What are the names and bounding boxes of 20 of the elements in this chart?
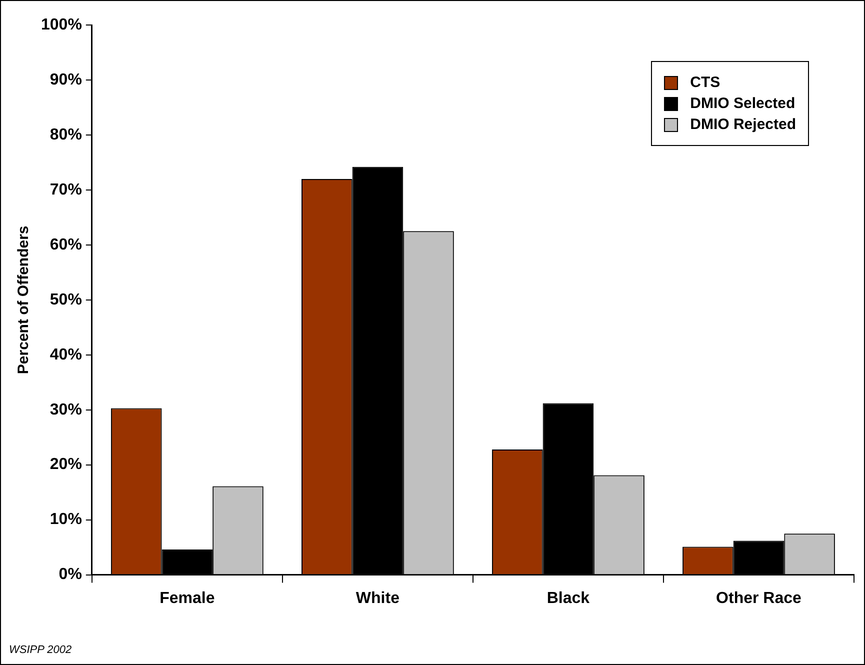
y-tick-label: 10% <box>50 511 82 528</box>
y-tick-label: 70% <box>50 181 82 198</box>
x-tick-label: Other Race <box>716 590 802 607</box>
x-tick-label: Female <box>160 590 215 607</box>
x-tick-label: Black <box>546 590 590 607</box>
y-tick-label: 30% <box>50 401 82 418</box>
y-tick-label: 0% <box>58 566 82 584</box>
x-tick-label: White <box>356 590 400 607</box>
legend-label: CTS <box>690 74 720 91</box>
y-axis-title: Percent of Offenders <box>15 226 32 374</box>
text: WSIPP 2002 <box>9 644 72 656</box>
legend-label: DMIO Selected <box>690 95 796 112</box>
y-tick-label: 80% <box>50 126 82 144</box>
legend-label: DMIO Rejected <box>690 116 796 133</box>
y-tick-label: 40% <box>50 346 82 364</box>
y-tick-label: 90% <box>50 71 82 88</box>
y-tick-label: 100% <box>41 16 82 34</box>
y-tick-label: 20% <box>50 456 82 474</box>
y-tick-label: 60% <box>50 236 82 254</box>
y-tick-label: 50% <box>50 291 82 308</box>
